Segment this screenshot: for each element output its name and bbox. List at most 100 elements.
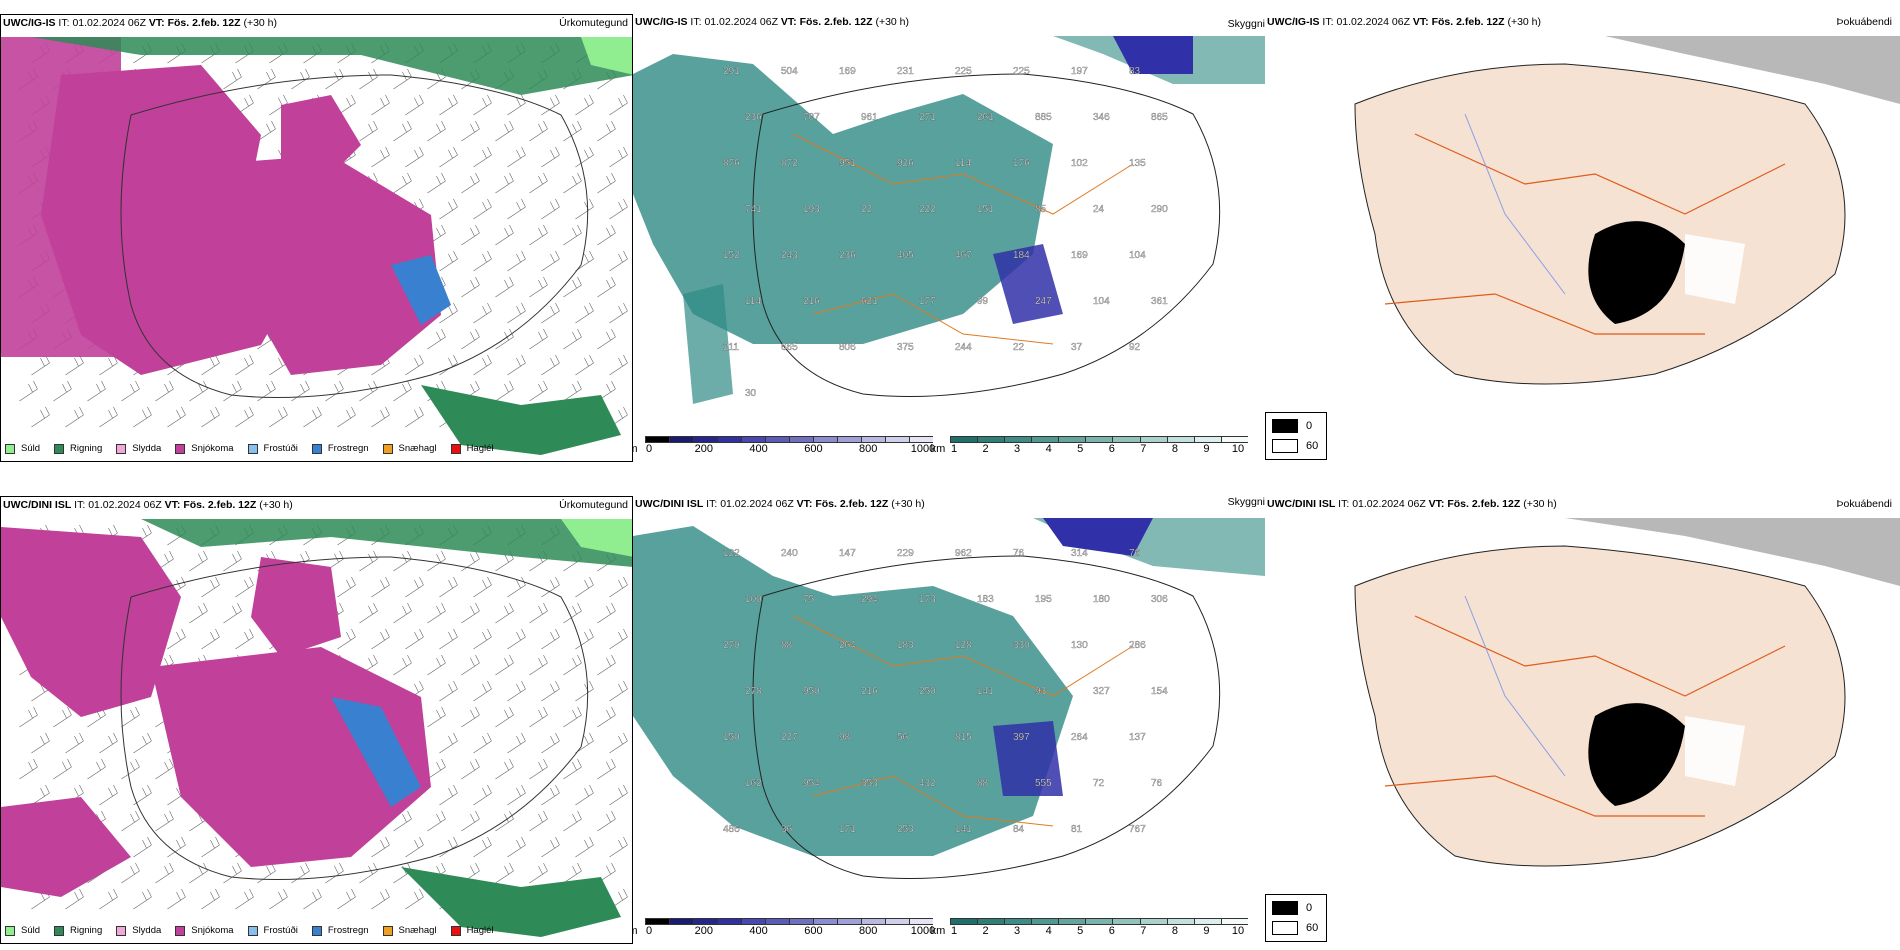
visibility-value-label: 93 [1035, 686, 1047, 697]
visibility-value-label: 294 [861, 594, 878, 605]
wind-barb [575, 198, 594, 220]
wind-barb [609, 836, 628, 858]
legend-item: Frostregn [311, 925, 369, 936]
wind-barb [495, 810, 514, 832]
wind-barb [541, 732, 560, 754]
visibility-value-label: 250 [919, 686, 936, 697]
wind-barb [529, 172, 548, 194]
visibility-value-label: 306 [1151, 594, 1168, 605]
wind-barb [461, 810, 480, 832]
visibility-value-label: 88 [781, 640, 793, 651]
colorbar-cell [669, 436, 693, 443]
visibility-value-label: 195 [1035, 594, 1052, 605]
wind-barb [529, 654, 548, 676]
visibility-value-label: 177 [919, 296, 936, 307]
wind-barb [461, 758, 480, 780]
legend-label: Frostúði [263, 925, 298, 936]
panel-title: UWC/DINI ISL IT: 01.02.2024 06Z VT: Fös.… [1267, 498, 1557, 510]
visibility-value-label: 240 [781, 548, 798, 559]
legend-item: Haglél [450, 925, 494, 936]
visibility-value-label: 353 [861, 778, 878, 789]
wind-barb [563, 654, 582, 676]
wind-barb [325, 862, 344, 884]
legend-label: Haglél [466, 443, 494, 454]
colorbar-cell [741, 436, 765, 443]
wind-barb [461, 706, 480, 728]
wind-barb [597, 120, 616, 142]
wind-barb [359, 862, 378, 884]
visibility-value-label: 247 [1035, 296, 1052, 307]
legend-swatch [175, 925, 186, 936]
colorbar-tick: 6 [1108, 925, 1115, 937]
wind-barb [439, 302, 458, 324]
fog-legend-item: 0 [1272, 901, 1320, 915]
wind-barb [257, 380, 276, 402]
colorbar-cell [789, 436, 813, 443]
wind-barb [563, 602, 582, 624]
wind-barb [167, 888, 186, 910]
visibility-value-label: 76 [1151, 778, 1163, 789]
colorbar-unit: km [930, 443, 946, 455]
colorbar-cell [1220, 436, 1248, 443]
visibility-map: 291 504 169 231 225 225 197 83 236 707 961 271 261 88… [633, 36, 1265, 404]
fog-index-panel-bottom: UWC/DINI ISL IT: 01.02.2024 06Z VT: Fös.… [1265, 496, 1900, 944]
precip-type-map [1, 519, 632, 937]
legend-swatch [54, 443, 65, 454]
wind-barb [31, 406, 50, 428]
visibility-value-label: 216 [803, 296, 820, 307]
wind-barb [427, 328, 446, 350]
colorbar-tick: 6 [1108, 443, 1115, 455]
visibility-value-label: 104 [1129, 250, 1146, 261]
wind-barb [133, 836, 152, 858]
visibility-value-label: 183 [977, 594, 994, 605]
wind-barb [99, 406, 118, 428]
wind-barb [223, 68, 242, 90]
visibility-value-label: 141 [955, 824, 972, 835]
wind-barb [439, 94, 458, 116]
colorbar-tick: 400 [749, 443, 768, 455]
wind-barb [201, 628, 220, 650]
wind-barb [495, 276, 514, 298]
colorbar-cell [717, 918, 741, 925]
panel-title: UWC/IG-IS IT: 01.02.2024 06Z VT: Fös. 2.… [3, 17, 278, 29]
visibility-value-label: 225 [955, 66, 972, 77]
wind-barb [529, 380, 548, 402]
colorbar-cell [950, 918, 978, 925]
visibility-value-label: 222 [919, 204, 936, 215]
colorbar-tick: 1000 [910, 443, 936, 455]
colorbar-cell [977, 436, 1005, 443]
legend-item: Slydda [116, 925, 161, 936]
fog-legend-swatch [1272, 439, 1298, 453]
visibility-value-label: 114 [745, 296, 761, 307]
visibility-value-label: 486 [723, 824, 740, 835]
visibility-value-label: 22 [1013, 342, 1025, 353]
visibility-value-label: 56 [897, 732, 909, 743]
wind-barb [65, 888, 84, 910]
wind-barb [563, 172, 582, 194]
visibility-colorbar: km 1 2 3 4 5 6 7 8 9 10 [931, 918, 1248, 939]
wind-barb [53, 380, 72, 402]
legend-item: Snjókoma [175, 925, 234, 936]
visibility-value-label: 169 [1071, 250, 1088, 261]
legend-swatch [175, 443, 186, 454]
visibility-value-label: 76 [1129, 548, 1141, 559]
legend-label: Haglél [466, 925, 494, 936]
wind-barb [529, 706, 548, 728]
wind-barb [495, 758, 514, 780]
legend-swatch [382, 925, 393, 936]
panel-name: Skyggni [1227, 496, 1265, 508]
wind-barb [359, 120, 378, 142]
wind-barb [19, 706, 38, 728]
legend-label: Frostregn [327, 443, 369, 454]
wind-barb [393, 810, 412, 832]
wind-barb [473, 576, 492, 598]
wind-barb [427, 172, 446, 194]
wind-barb [495, 224, 514, 246]
wind-barb [563, 276, 582, 298]
fog-legend-item: 0 [1272, 419, 1320, 433]
wind-barb [439, 680, 458, 702]
colorbar-tick: 9 [1203, 443, 1210, 455]
wind-barb [541, 94, 560, 116]
wind-barb [393, 120, 412, 142]
visibility-value-label: 951 [839, 158, 856, 169]
